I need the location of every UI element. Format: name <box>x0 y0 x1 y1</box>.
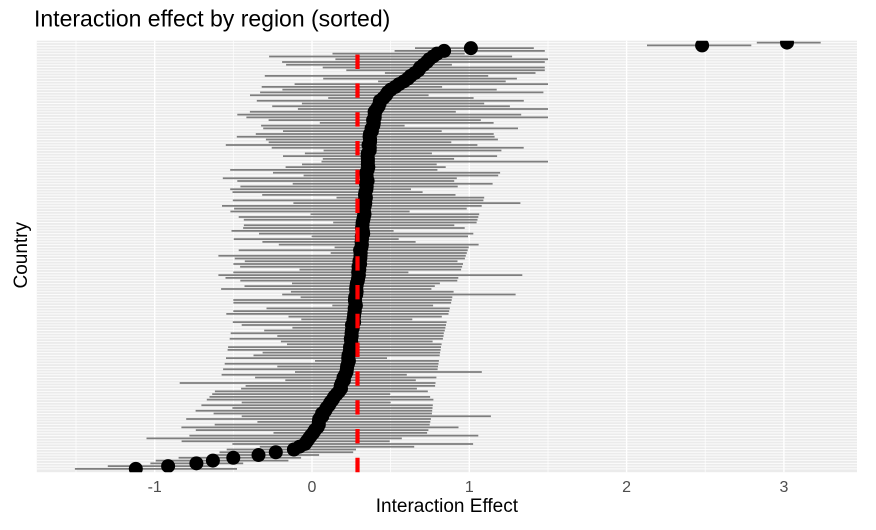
svg-text:1: 1 <box>465 479 474 496</box>
svg-text:-1: -1 <box>148 479 162 496</box>
svg-text:0: 0 <box>308 479 317 496</box>
svg-text:3: 3 <box>779 479 788 496</box>
svg-text:Country: Country <box>11 221 32 288</box>
svg-text:2: 2 <box>622 479 631 496</box>
svg-text:Interaction Effect: Interaction Effect <box>376 496 519 517</box>
svg-text:Interaction effect by region (: Interaction effect by region (sorted) <box>34 6 390 32</box>
